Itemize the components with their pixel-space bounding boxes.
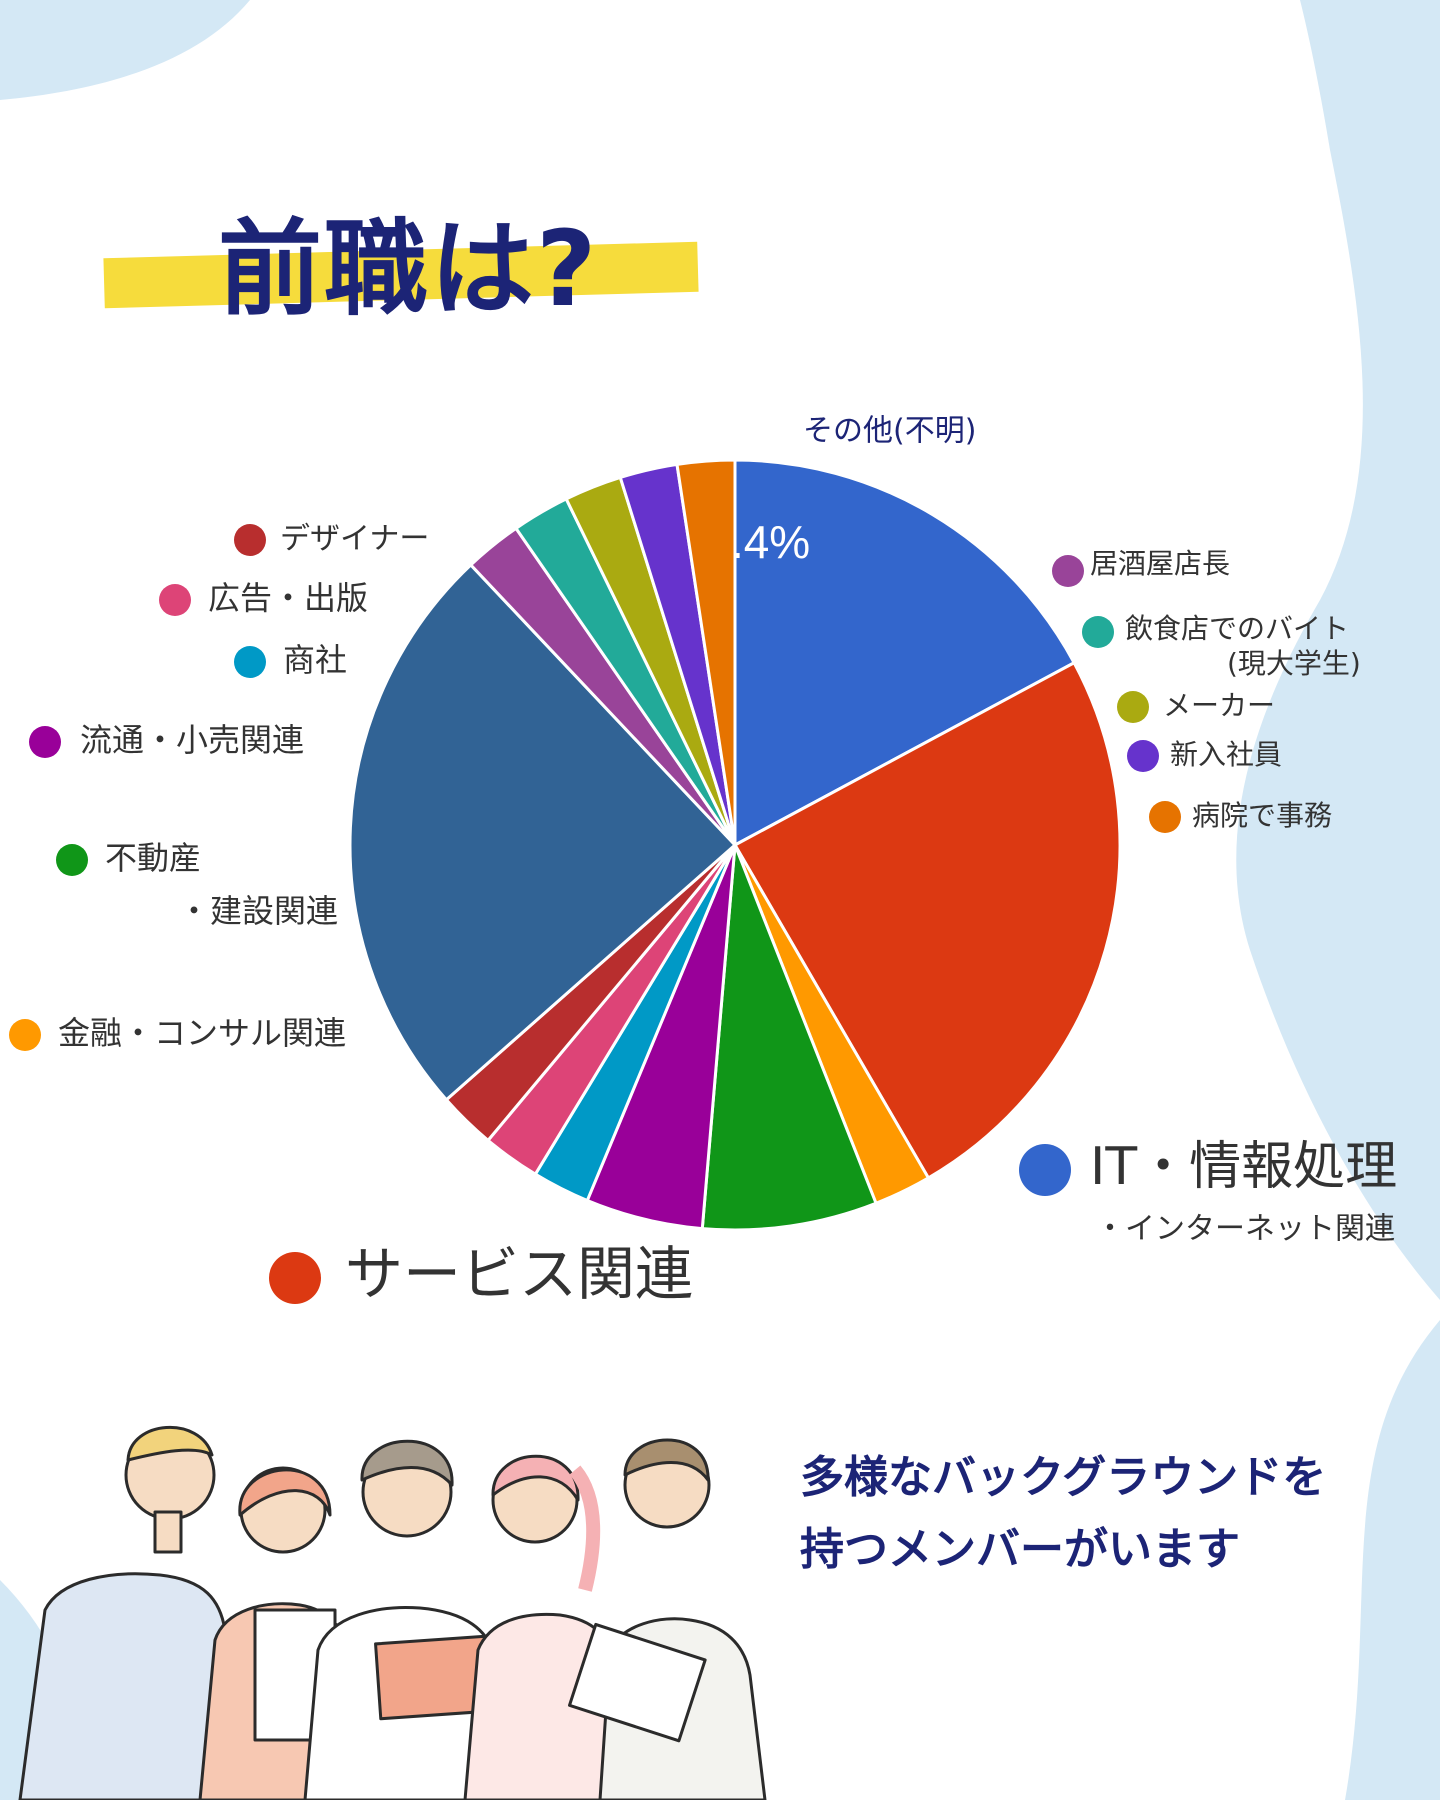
legend-label-9: 居酒屋店長 (1090, 547, 1230, 580)
subtitle-line-1: 多様なバックグラウンドを (800, 1452, 1327, 1503)
background-blob-right (1236, 0, 1440, 1800)
legend-dot-0 (1019, 1144, 1071, 1196)
background-blob-top-left (0, 0, 250, 100)
page-title: 前職は? (218, 208, 599, 330)
legend-dot-5 (234, 646, 266, 678)
legend-label-0: IT・情報処理 (1090, 1137, 1397, 1197)
legend-dot-9 (1052, 555, 1084, 587)
legend-dot-4 (29, 726, 61, 758)
legend-label-4: 流通・小売関連 (80, 721, 304, 759)
person-3-figure (303, 1439, 507, 1800)
legend-label-8: その他(不明) (803, 414, 976, 449)
legend-dot-12 (1127, 740, 1159, 772)
pie-slice-0 (733, 458, 1077, 848)
legend-dot-1 (269, 1252, 321, 1304)
legend-dot-6 (159, 584, 191, 616)
page-title-block: 前職は? (100, 180, 720, 330)
legend-label-6: 広告・出版 (208, 579, 368, 617)
legend-dot-10 (1082, 616, 1114, 648)
person-4-figure (463, 1454, 622, 1800)
subtitle: 多様なバックグラウンドを 持つメンバーがいます (800, 1442, 1420, 1586)
legend-label-11: メーカー (1163, 689, 1275, 722)
pie-slice-1 (732, 660, 1122, 1180)
person-5-figure (568, 1438, 767, 1800)
legend-label-2: 金融・コンサル関連 (58, 1014, 346, 1052)
subtitle-line-2: 持つメンバーがいます (800, 1524, 1240, 1575)
pie-slice-8 (348, 562, 738, 1102)
pie-slice-3 (700, 844, 878, 1232)
legend-sublabel-0: ・インターネット関連 (1095, 1212, 1395, 1247)
legend-label-13: 病院で事務 (1192, 799, 1332, 832)
person-1-figure (18, 1425, 242, 1800)
legend-label-10: 飲食店でのバイト (1125, 612, 1349, 645)
legend-label-7: デザイナー (280, 522, 429, 557)
legend-label-3: 不動産 (105, 839, 201, 877)
pie-chart: 17.1%IT・情報処理・インターネット関連24.4%サービス関連金融・コンサル… (9, 414, 1397, 1308)
legend-dot-13 (1149, 801, 1181, 833)
legend-dot-3 (56, 844, 88, 876)
legend-sublabel-3: ・建設関連 (178, 892, 338, 930)
legend-sublabel-10: (現大学生) (1227, 647, 1361, 680)
legend-dot-7 (234, 524, 266, 556)
pie-slice-13 (675, 458, 737, 846)
legend-label-5: 商社 (283, 641, 347, 679)
legend-label-1: サービス関連 (345, 1240, 693, 1308)
legend-label-12: 新入社員 (1170, 738, 1282, 771)
legend-dot-2 (9, 1019, 41, 1051)
legend-dot-11 (1117, 691, 1149, 723)
people-illustration (18, 1425, 767, 1800)
